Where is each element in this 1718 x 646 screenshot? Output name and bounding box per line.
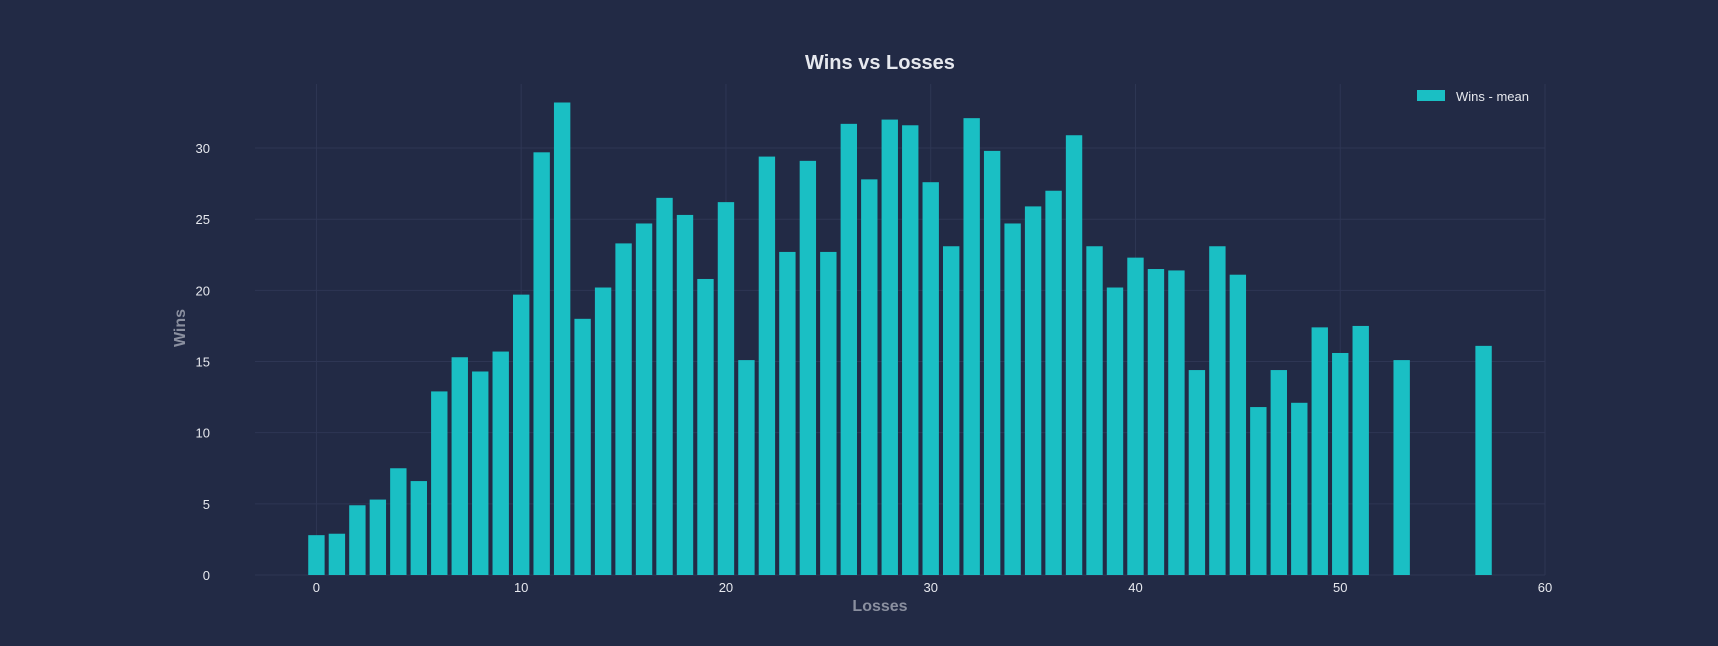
bar-28	[881, 119, 898, 575]
y-tick-label-30: 30	[196, 141, 210, 156]
bar-29	[902, 125, 919, 575]
bar-20	[717, 202, 735, 575]
legend: Wins - mean	[1417, 89, 1529, 104]
y-tick-label-0: 0	[203, 568, 210, 583]
x-tick-label-10: 10	[514, 580, 528, 595]
x-tick-label-60: 60	[1538, 580, 1552, 595]
bar-23	[779, 251, 796, 576]
bar-18	[676, 214, 694, 575]
y-tick-label-10: 10	[196, 426, 210, 441]
bar-12	[553, 102, 571, 575]
bar-9	[492, 351, 509, 575]
y-tick-label-15: 15	[196, 355, 210, 370]
x-tick-label-50: 50	[1333, 580, 1347, 595]
x-tick-label-40: 40	[1128, 580, 1142, 595]
bar-43	[1188, 370, 1206, 575]
x-tick-label-30: 30	[923, 580, 937, 595]
bar-47	[1270, 370, 1287, 575]
bar-14	[594, 287, 612, 575]
bar-42	[1168, 270, 1185, 575]
bar-13	[574, 318, 591, 575]
bar-36	[1045, 190, 1062, 575]
bar-25	[820, 251, 837, 576]
bar-40	[1127, 257, 1144, 575]
bar-50	[1332, 352, 1349, 575]
bar-3	[369, 499, 387, 575]
bar-27	[861, 179, 878, 575]
bar-49	[1311, 327, 1328, 575]
bar-34	[1004, 223, 1021, 575]
bar-38	[1086, 246, 1103, 576]
legend-label: Wins - mean	[1456, 89, 1529, 104]
bar-6	[431, 391, 448, 575]
bar-53	[1393, 360, 1410, 575]
bar-26	[840, 123, 857, 575]
bar-41	[1147, 269, 1165, 575]
bar-22	[758, 156, 776, 575]
chart-title: Wins vs Losses	[805, 52, 955, 74]
bar-35	[1024, 206, 1042, 575]
y-tick-label-5: 5	[203, 497, 210, 512]
bar-32	[963, 118, 980, 575]
bar-11	[533, 152, 550, 575]
bar-30	[922, 182, 939, 575]
bar-39	[1106, 287, 1124, 575]
y-axis-label: Wins	[172, 309, 189, 347]
bar-44	[1209, 246, 1226, 576]
bar-21	[738, 360, 755, 575]
x-axis-ticks: 0 10 20 30 40 50 60	[313, 580, 1552, 595]
x-axis-label: Losses	[852, 598, 907, 615]
bar-10	[513, 294, 530, 575]
bar-7	[451, 357, 468, 575]
x-tick-label-20: 20	[719, 580, 733, 595]
grid	[255, 84, 1546, 576]
y-axis-ticks: 0 5 10 15 20 25 30	[196, 141, 210, 583]
bar-8	[472, 371, 489, 575]
legend-swatch	[1417, 90, 1445, 101]
bar-5	[410, 481, 427, 575]
bar-33	[983, 150, 1001, 575]
x-tick-label-0: 0	[313, 580, 320, 595]
bar-0	[308, 535, 325, 575]
bar-15	[615, 243, 632, 575]
bar-19	[697, 278, 714, 575]
bar-4	[390, 468, 407, 575]
bar-48	[1291, 402, 1308, 575]
bar-17	[656, 197, 673, 575]
bar-24	[799, 160, 817, 575]
bar-37	[1065, 135, 1083, 575]
bar-16	[635, 223, 653, 575]
bar-57	[1475, 345, 1492, 575]
bar-45	[1229, 274, 1247, 575]
bars	[308, 102, 1492, 576]
bar-1	[328, 533, 346, 575]
bar-46	[1250, 407, 1267, 575]
bar-51	[1352, 325, 1369, 575]
bar-31	[943, 246, 960, 576]
y-tick-label-25: 25	[196, 212, 210, 227]
y-tick-label-20: 20	[196, 283, 210, 298]
bar-2	[349, 505, 366, 575]
